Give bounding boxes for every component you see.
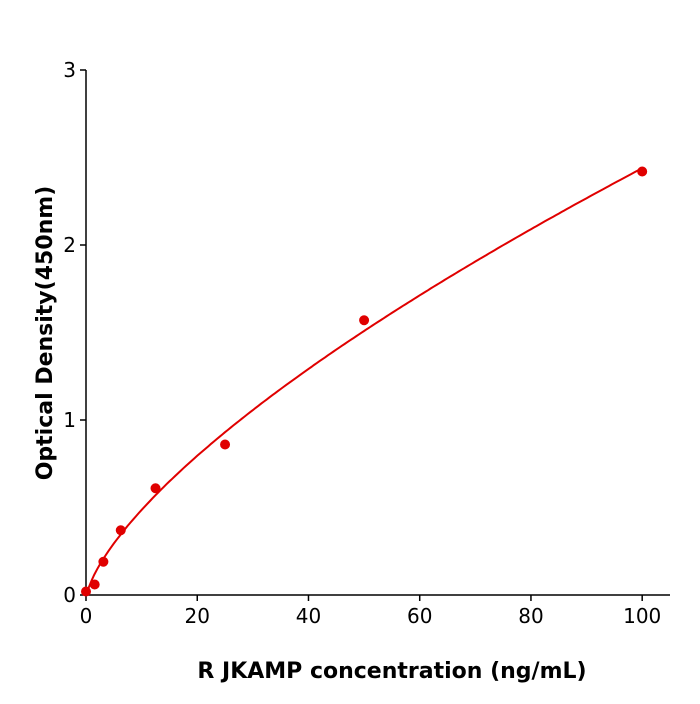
data-point [150,483,161,494]
data-point [359,315,370,326]
x-tick-label: 0 [80,604,93,628]
y-tick-label: 1 [63,408,76,432]
x-tick-label: 80 [518,604,543,628]
data-point [81,586,91,597]
y-axis-label: Optical Density(450nm) [33,186,58,481]
x-tick-label: 40 [296,604,321,628]
axes: 0 20 40 60 80 100 0 1 2 3 [63,58,670,628]
y-tick-label: 0 [63,583,76,607]
data-points [81,166,648,597]
x-axis-label: R JKAMP concentration (ng/mL) [197,659,586,684]
data-point [98,556,109,567]
y-tick-label: 2 [63,233,76,257]
data-point [115,525,126,536]
x-tick-label: 60 [407,604,432,628]
data-point [89,579,100,590]
data-point [637,166,648,177]
data-point [220,439,231,450]
fit-curve [85,167,643,596]
x-tick-label: 100 [623,604,661,628]
y-tick-label: 3 [63,58,76,82]
x-tick-label: 20 [185,604,210,628]
